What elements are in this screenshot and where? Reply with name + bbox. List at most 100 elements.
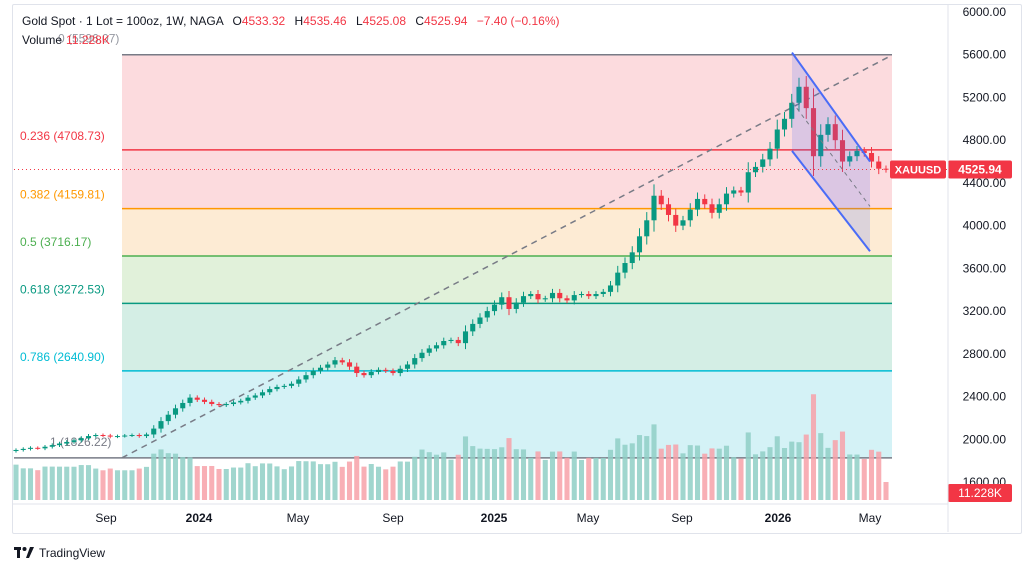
- candle-body: [49, 445, 55, 447]
- volume-bar: [607, 449, 614, 500]
- price-axis-label: 3200.00: [963, 304, 1007, 318]
- candle-body: [774, 129, 780, 149]
- tradingview-logo-icon: [14, 547, 34, 558]
- volume-bar: [738, 458, 744, 500]
- volume-tag-text: 11.228K: [958, 486, 1002, 500]
- channel-upper-line: [791, 52, 871, 163]
- volume-bar: [455, 454, 461, 500]
- candle-body: [665, 204, 672, 215]
- fib-label-1: 1 (1826.22): [50, 435, 111, 449]
- price-axis-label: 6000.00: [963, 5, 1007, 19]
- candle-body: [520, 296, 527, 303]
- candle-body: [767, 148, 773, 160]
- volume-bar: [593, 457, 599, 500]
- price-axis-label: 4400.00: [963, 176, 1007, 190]
- candle-body: [433, 345, 440, 349]
- candle-body: [288, 383, 295, 386]
- candle-body: [303, 375, 309, 380]
- volume-bar: [129, 470, 135, 500]
- volume-bar: [107, 468, 113, 500]
- candle-body: [151, 428, 157, 435]
- volume-bar: [789, 441, 795, 500]
- volume-bar: [354, 455, 360, 500]
- candle-body: [731, 190, 737, 194]
- time-axis-label: 2025: [481, 511, 508, 525]
- candle-body: [593, 294, 599, 297]
- volume-bar: [615, 438, 621, 500]
- candle-body: [615, 272, 621, 286]
- volume-bar: [56, 466, 63, 500]
- candle-body: [230, 402, 237, 405]
- fib-zone-1: [122, 149, 892, 209]
- volume-bar: [578, 459, 585, 500]
- price-axis-label: 5200.00: [963, 90, 1007, 104]
- volume-bar: [71, 466, 77, 500]
- candle-body: [694, 198, 701, 210]
- volume-bar: [42, 466, 48, 500]
- candle-body: [310, 370, 316, 376]
- volume-bar: [64, 466, 70, 500]
- fib-label-0.786: 0.786 (2640.90): [20, 350, 105, 364]
- volume-bar: [35, 470, 41, 500]
- volume-bar: [390, 466, 396, 500]
- volume-bar: [216, 468, 222, 500]
- volume-bar: [636, 435, 643, 500]
- volume-bar: [767, 447, 773, 500]
- volume-bar: [731, 457, 737, 500]
- candle-body: [825, 124, 831, 135]
- volume-bar: [702, 453, 708, 500]
- volume-bar: [325, 464, 331, 500]
- time-axis-label: Sep: [671, 511, 693, 525]
- fib-label-0.618: 0.618 (3272.53): [20, 282, 105, 296]
- candle-body: [114, 436, 121, 438]
- volume-bar: [412, 456, 418, 500]
- candle-body: [426, 348, 432, 353]
- candle-body: [107, 435, 113, 437]
- volume-legend: Volume 11.228K: [22, 33, 110, 47]
- volume-bar: [839, 431, 846, 500]
- candle-body: [542, 298, 548, 300]
- volume-bar: [549, 451, 556, 500]
- candle-body: [636, 236, 643, 253]
- candle-body: [13, 449, 19, 452]
- volume-bar: [433, 454, 440, 500]
- candle-body: [441, 341, 447, 346]
- volume-bar: [13, 464, 19, 500]
- candle-body: [491, 304, 498, 312]
- volume-bar: [470, 446, 476, 500]
- volume-value: 11.228K: [66, 33, 110, 47]
- candle-body: [361, 373, 367, 376]
- candle-body: [216, 404, 222, 406]
- volume-bar: [861, 459, 867, 500]
- volume-bar: [600, 457, 606, 500]
- candle-body: [56, 443, 63, 446]
- candle-body: [383, 369, 389, 371]
- fib-label-0.236: 0.236 (4708.73): [20, 129, 105, 143]
- low-value: 4525.08: [362, 14, 407, 28]
- volume-bar: [187, 457, 193, 500]
- candle-body: [267, 389, 273, 393]
- candle-body: [651, 195, 657, 221]
- volume-bar: [332, 461, 338, 500]
- close-label: C: [415, 14, 425, 28]
- candle-body: [745, 172, 751, 193]
- candle-body: [100, 435, 106, 436]
- time-axis-label: May: [577, 511, 600, 525]
- candle-body: [549, 292, 556, 299]
- volume-bar: [774, 436, 780, 500]
- fib-zone-3: [122, 255, 892, 304]
- candle-body: [477, 317, 483, 324]
- candle-body: [404, 364, 411, 369]
- ohlc-legend: Gold Spot · 1 Lot = 100oz, 1W, NAGA O453…: [22, 14, 560, 28]
- volume-bar: [339, 466, 345, 500]
- volume-bar: [85, 465, 92, 500]
- volume-bar: [201, 466, 208, 500]
- candle-body: [702, 198, 708, 205]
- volume-bar: [694, 445, 701, 500]
- volume-bar: [557, 451, 563, 500]
- volume-bar: [825, 447, 831, 500]
- volume-bar: [194, 466, 200, 500]
- candle-body: [339, 360, 345, 363]
- candle-body: [571, 295, 577, 301]
